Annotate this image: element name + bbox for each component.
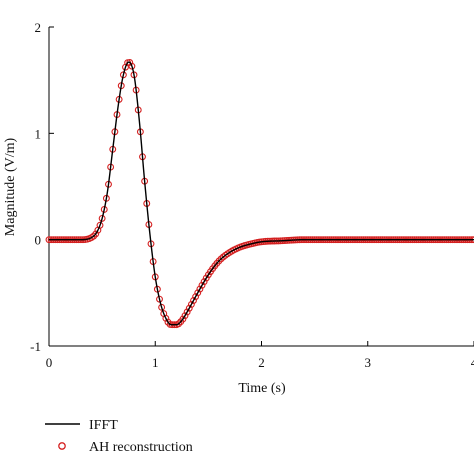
data-point xyxy=(198,281,206,289)
data-point xyxy=(192,293,200,301)
data-point xyxy=(190,297,197,304)
data-point xyxy=(126,59,134,66)
data-point xyxy=(200,278,208,286)
data-point xyxy=(196,285,204,293)
x-tick-label: 1 xyxy=(152,355,159,370)
data-point xyxy=(185,304,193,312)
series-layer xyxy=(45,59,474,329)
x-tick-label: 4 xyxy=(471,355,474,370)
data-point xyxy=(158,303,166,311)
data-point xyxy=(162,314,170,322)
data-point xyxy=(175,320,183,328)
x-tick-label: 0 xyxy=(46,355,53,370)
data-point xyxy=(98,214,106,222)
data-point xyxy=(90,232,98,240)
x-axis-title: Time (s) xyxy=(238,381,286,396)
y-tick-label: 1 xyxy=(35,126,42,141)
legend: IFFT AH reconstruction xyxy=(45,418,193,455)
legend-label-ifft: IFFT xyxy=(89,418,118,433)
data-point xyxy=(181,312,189,320)
y-tick-label: 0 xyxy=(35,233,42,248)
data-point xyxy=(194,289,202,297)
data-point xyxy=(217,255,225,263)
y-axis-title: Magnitude (V/m) xyxy=(3,137,18,236)
data-point xyxy=(92,230,100,238)
legend-marker-swatch xyxy=(58,442,66,450)
data-point xyxy=(187,300,195,308)
y-tick-label: -1 xyxy=(30,339,41,354)
data-point xyxy=(128,62,136,70)
plot-area xyxy=(49,27,474,346)
x-tick-label: 3 xyxy=(365,355,372,370)
x-tick-label: 2 xyxy=(258,355,265,370)
y-tick-label: 2 xyxy=(35,20,42,35)
series-line-ifft xyxy=(49,61,474,326)
ticks: 0 1 2 3 4 -1 0 1 2 xyxy=(30,20,474,370)
data-point xyxy=(96,221,104,229)
data-point xyxy=(179,315,187,323)
data-point xyxy=(183,308,191,316)
legend-label-ah-reconstruction: AH reconstruction xyxy=(89,440,193,455)
data-point xyxy=(215,257,223,265)
